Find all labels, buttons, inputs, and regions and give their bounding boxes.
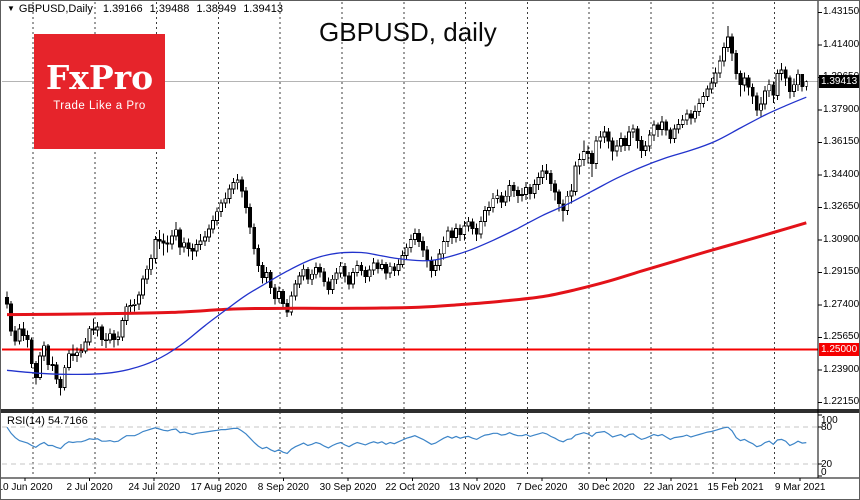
quote-panel-toggle-icon[interactable]: ▼ [7, 4, 15, 13]
time-axis-label[interactable]: 30 Sep 2020 [319, 482, 377, 493]
rsi-indicator-label: RSI(14) 54.7166 [7, 415, 88, 427]
rsi-scale-label: 80 [821, 422, 833, 434]
time-axis-label[interactable]: 2 Jul 2020 [66, 482, 113, 493]
rsi-scale-label: 20 [821, 458, 833, 470]
fxpro-logo-wordmark: FxPro [45, 58, 154, 97]
time-axis-label[interactable]: 22 Jan 2021 [643, 482, 699, 493]
price-axis-label[interactable]: 1.23900 [823, 363, 860, 375]
price-axis-label[interactable]: 1.27400 [823, 298, 860, 310]
price-axis-label[interactable]: 1.43150 [823, 6, 860, 18]
rsi-scale-label: 100 [821, 415, 838, 426]
red-level-price-marker: 1.25000 [819, 343, 859, 357]
time-axis-label[interactable]: 10 Jun 2020 [0, 482, 53, 493]
price-axis-label[interactable]: 1.36150 [823, 136, 860, 148]
readout-open: 1.39166 [102, 3, 143, 15]
symbol-readout: ▼ GBPUSD,Daily 1.39166 1.39488 1.38949 1.3941… [7, 3, 290, 15]
symbol-period-label: GBPUSD,Daily [18, 3, 93, 15]
readout-high: 1.39488 [149, 3, 190, 15]
chart-title: GBPUSD, daily [319, 17, 497, 47]
price-axis-label[interactable]: 1.32650 [823, 201, 860, 213]
price-axis-label[interactable]: 1.37900 [823, 103, 860, 115]
time-axis-label[interactable]: 24 Jul 2020 [128, 482, 181, 493]
price-axis-label[interactable]: 1.25650 [823, 331, 860, 343]
time-axis-label[interactable]: 15 Feb 2021 [707, 482, 764, 493]
price-axis-label[interactable]: 1.30900 [823, 233, 860, 245]
fxpro-logo-tagline: Trade Like a Pro [53, 100, 146, 112]
time-axis-label[interactable]: 13 Nov 2020 [448, 482, 506, 493]
readout-close: 1.39413 [243, 3, 283, 15]
time-axis-label[interactable]: 22 Oct 2020 [385, 482, 440, 493]
rsi-scale-label: 0 [821, 467, 827, 478]
time-axis-label[interactable]: 8 Sep 2020 [257, 482, 309, 493]
price-axis-label[interactable]: 1.22150 [823, 396, 860, 408]
time-axis-label[interactable]: 9 Mar 2021 [774, 482, 826, 493]
price-axis-label[interactable]: 1.34400 [823, 168, 860, 180]
time-axis-label[interactable]: 17 Aug 2020 [190, 482, 247, 493]
price-axis-label[interactable]: 1.41400 [823, 38, 860, 50]
time-axis-label[interactable]: 7 Dec 2020 [516, 482, 568, 493]
readout-low: 1.38949 [196, 3, 237, 15]
price-axis-label[interactable]: 1.29150 [823, 266, 860, 278]
fxpro-logo: FxPro Trade Like a Pro [34, 34, 165, 149]
time-axis-label[interactable]: 30 Dec 2020 [578, 482, 635, 493]
current-price-marker: 1.39413 [819, 75, 859, 89]
